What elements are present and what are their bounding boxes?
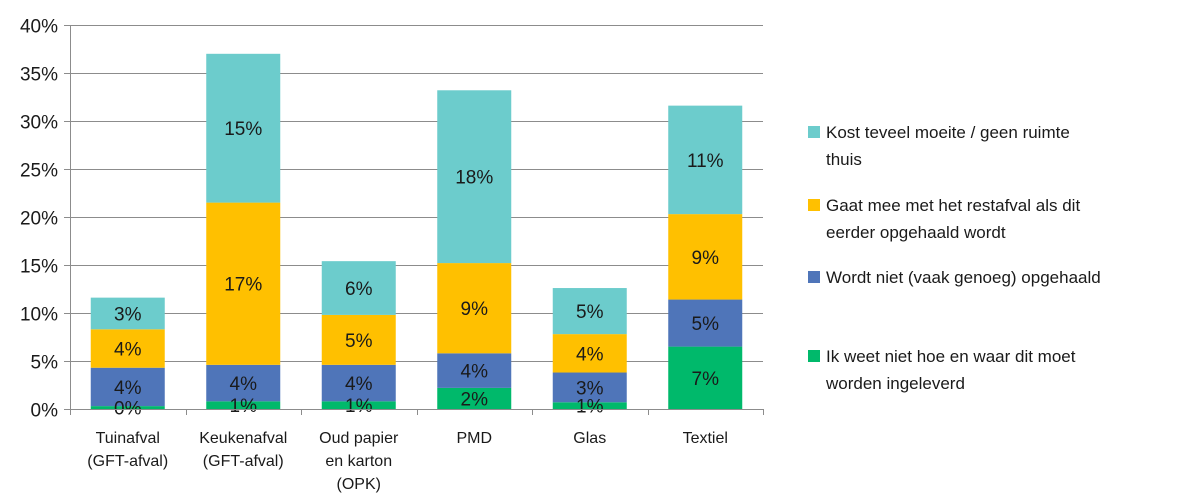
bar-segment	[668, 214, 743, 300]
y-tick-label: 30%	[20, 113, 58, 134]
legend-label-line: Gaat mee met het restafval als dit	[826, 196, 1080, 215]
y-tick-label: 20%	[20, 209, 58, 230]
legend-swatch	[808, 271, 820, 283]
bar-segment	[90, 406, 165, 409]
x-category-label: Textiel	[683, 430, 728, 447]
legend-swatch	[808, 350, 820, 362]
data-label: 4%	[114, 340, 142, 361]
data-label: 2%	[461, 389, 489, 410]
y-tick-label: 25%	[20, 161, 58, 182]
x-category-label-line: Keukenafval	[199, 430, 287, 447]
data-label: 5%	[692, 314, 720, 335]
data-label: 9%	[461, 299, 489, 320]
data-label: 4%	[576, 344, 604, 365]
data-label: 4%	[345, 374, 373, 395]
bar-segment	[321, 261, 396, 315]
legend-swatch	[808, 126, 820, 138]
legend-label-line: thuis	[826, 150, 862, 169]
data-label: 15%	[224, 119, 262, 140]
y-tick-label: 35%	[20, 65, 58, 86]
bar-segment	[321, 401, 396, 409]
bar-segment	[321, 364, 396, 402]
data-label: 5%	[345, 331, 373, 352]
y-axis: 0% 5% 10% 15% 20% 25% 30% 35% 40%	[20, 17, 71, 422]
data-label: 7%	[692, 369, 720, 390]
data-label: 17%	[224, 275, 262, 296]
data-label: 4%	[230, 374, 258, 395]
x-category-label: Oud papier en karton (OPK)	[319, 430, 399, 493]
data-label: 5%	[576, 302, 604, 323]
x-category-label-line: (GFT-afval)	[203, 453, 284, 470]
x-category-label: Keukenafval (GFT-afval)	[199, 430, 287, 470]
x-category-label-line: (OPK)	[337, 476, 381, 493]
legend-label-line: Kost teveel moeite / geen ruimte	[826, 123, 1070, 142]
x-category-label-line: PMD	[456, 430, 492, 447]
bar-segment	[437, 353, 512, 388]
bar-segment	[437, 263, 512, 354]
legend-label-line: Wordt niet (vaak genoeg) opgehaald	[826, 268, 1101, 287]
data-label: 4%	[461, 362, 489, 383]
data-label: 18%	[455, 168, 493, 189]
gridlines	[70, 25, 763, 362]
bar-segment	[90, 297, 165, 330]
x-category-label-line: (GFT-afval)	[87, 453, 168, 470]
x-category-label-line: Tuinafval	[96, 430, 160, 447]
bar-segment	[206, 202, 281, 365]
legend-label-line: worden ingeleverd	[825, 374, 965, 393]
bar-segment	[552, 288, 627, 335]
x-axis: Tuinafval (GFT-afval) Keukenafval (GFT-afva…	[70, 409, 764, 493]
bar-segment	[437, 90, 512, 264]
legend: Kost teveel moeite / geen ruimte thuis Gaa…	[808, 123, 1101, 393]
data-label: 6%	[345, 279, 373, 300]
bar-segment	[206, 401, 281, 409]
bar-segment	[552, 372, 627, 403]
legend-label-line: eerder opgehaald wordt	[826, 223, 1006, 242]
bar-segment	[206, 53, 281, 203]
bars	[90, 53, 743, 409]
bar-segment	[90, 367, 165, 407]
data-label: 1%	[230, 396, 258, 417]
x-category-label-line: en karton	[325, 453, 392, 470]
data-label: 3%	[576, 378, 604, 399]
data-label: 1%	[576, 397, 604, 418]
data-label: 1%	[345, 396, 373, 417]
data-labels: 0%4%4%3%1%4%17%15%1%4%5%6%2%4%9%18%1%3%4…	[114, 119, 724, 419]
y-tick-label: 5%	[31, 353, 59, 374]
bar-segment	[552, 402, 627, 409]
y-tick-label: 0%	[31, 401, 59, 422]
x-category-label-line: Glas	[573, 430, 606, 447]
legend-swatch	[808, 199, 820, 211]
data-label: 3%	[114, 304, 142, 325]
y-tick-label: 40%	[20, 17, 58, 38]
x-category-label-line: Textiel	[683, 430, 728, 447]
x-category-label: Tuinafval (GFT-afval)	[87, 430, 168, 470]
x-category-label-line: Oud papier	[319, 430, 399, 447]
bar-segment	[90, 329, 165, 368]
x-category-label: PMD	[456, 430, 492, 447]
x-category-label: Glas	[573, 430, 606, 447]
data-label: 9%	[692, 248, 720, 269]
data-label: 11%	[687, 151, 724, 172]
legend-label: Wordt niet (vaak genoeg) opgehaald	[826, 268, 1101, 287]
y-tick-label: 15%	[20, 257, 58, 278]
legend-label-line: Ik weet niet hoe en waar dit moet	[826, 347, 1076, 366]
bar-segment	[668, 105, 743, 215]
bar-segment	[206, 364, 281, 402]
bar-segment	[437, 387, 512, 409]
legend-label: Ik weet niet hoe en waar dit moet worden …	[825, 347, 1076, 393]
bar-segment	[668, 299, 743, 347]
y-tick-label: 10%	[20, 305, 58, 326]
bar-segment	[668, 346, 743, 409]
bar-segment	[321, 314, 396, 365]
bar-segment	[552, 334, 627, 373]
legend-label: Kost teveel moeite / geen ruimte thuis	[826, 123, 1070, 169]
legend-label: Gaat mee met het restafval als dit eerder…	[826, 196, 1080, 242]
data-label: 4%	[114, 378, 142, 399]
